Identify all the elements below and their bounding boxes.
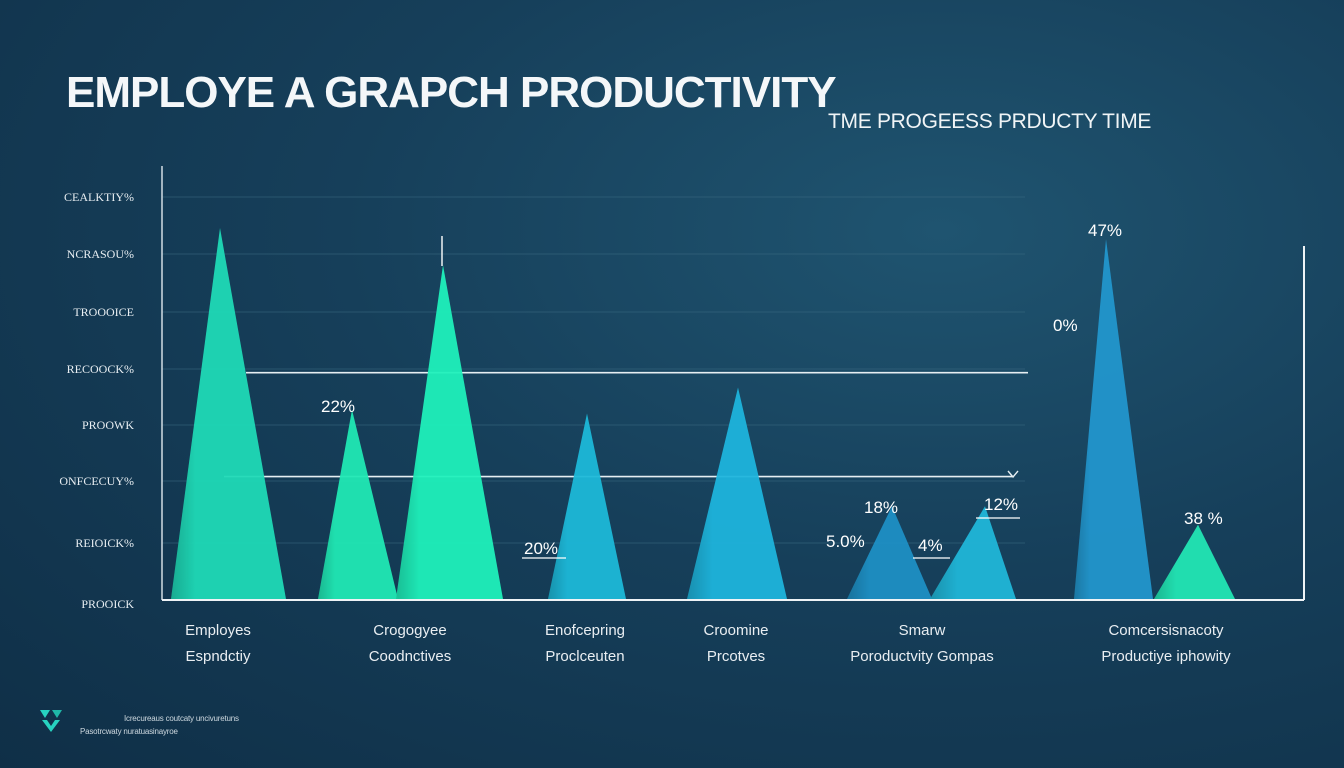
y-tick-label: NCRASOU%	[67, 247, 134, 261]
x-category-label: Comcersisnacoty Productiye iphowity	[1066, 618, 1266, 670]
data-label: 47%	[1088, 221, 1122, 240]
area-peak-shade	[687, 387, 738, 599]
area-peak-shade	[396, 265, 443, 599]
x-category-label-line2: Coodnctives	[368, 648, 452, 665]
x-category-label-line2: Proclceuten	[545, 648, 625, 665]
footer-line-2: Pasotrcwaty nuratuasinayroe	[80, 727, 178, 736]
area-peak-shade	[318, 409, 352, 599]
x-category-label-line1: Comcersisnacoty	[1108, 622, 1224, 639]
x-category-label: Smarw Poroductvity Gompas	[822, 618, 1022, 670]
x-category-label-line1: Enofcepring	[544, 622, 626, 639]
data-label: 0%	[1053, 316, 1078, 335]
x-category-label-line2: Prcotves	[706, 648, 766, 665]
data-label: 18%	[864, 498, 898, 517]
x-category-label-line2: Productiye iphowity	[1101, 648, 1231, 665]
y-tick-label: REIOICK%	[75, 536, 134, 550]
area-peak-shade	[847, 506, 892, 599]
x-category-label: Crogogyee Coodnctives	[310, 618, 510, 670]
area-peak-shade	[171, 228, 220, 599]
data-label: 22%	[321, 397, 355, 416]
area-peak-shade	[1154, 524, 1198, 599]
reference-arrow-icon	[1007, 470, 1019, 479]
x-category-label-line1: Croomine	[703, 622, 769, 639]
data-label: 5.0%	[826, 532, 865, 551]
data-label: 20%	[524, 539, 558, 558]
y-tick-label: CEALKTIY%	[64, 190, 134, 204]
x-category-label-line1: Crogogyee	[373, 622, 447, 639]
data-label: 4%	[918, 536, 943, 555]
area-peak-shade	[930, 506, 985, 599]
y-tick-label: PROOICK	[81, 597, 134, 611]
chart-subtitle: TME PROGEESS PRDUCTY TIME	[828, 110, 1152, 133]
data-label: 12%	[984, 495, 1018, 514]
footer-line-1: Icrecureaus coutcaty uncivuretuns	[124, 714, 239, 723]
area-peak-shade	[1074, 239, 1106, 599]
y-tick-label: RECOOCK%	[67, 362, 134, 376]
data-label: 38 %	[1184, 509, 1223, 528]
x-category-label: Enofcepring Proclceuten	[485, 618, 685, 670]
chart-title: EMPLOYE A GRAPCH PRODUCTIVITY	[66, 68, 837, 117]
x-category-label-line2: Poroductvity Gompas	[850, 648, 994, 665]
y-tick-label: ONFCECUY%	[59, 474, 134, 488]
x-category-label-line1: Employes	[185, 622, 251, 639]
area-peak-shade	[548, 413, 587, 599]
x-category-label-line1: Smarw	[898, 622, 946, 639]
x-category-label: Croomine Prcotves	[636, 618, 836, 670]
x-category-label: Employes Espndctiy	[118, 618, 318, 670]
y-tick-label: TROOOICE	[73, 305, 134, 319]
brand-logo-icon	[40, 710, 62, 732]
y-tick-label: PROOWK	[82, 418, 134, 432]
x-category-label-line2: Espndctiy	[185, 648, 251, 665]
